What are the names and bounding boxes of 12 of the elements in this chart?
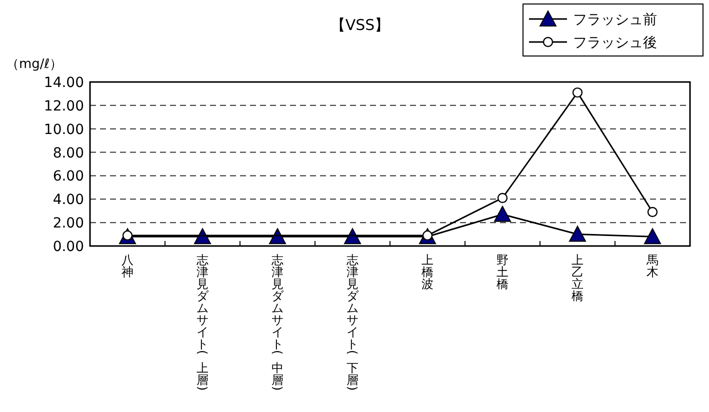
y-tick-label: 12.00 [44,98,84,114]
y-tick-label: 14.00 [44,75,84,91]
y-tick-label: 4.00 [52,192,84,208]
legend-label: フラッシュ後 [573,35,657,51]
y-axis-title: （mg/ℓ） [6,57,63,72]
y-tick-label: 8.00 [52,145,84,162]
y-tick-label: 0.00 [52,239,84,255]
y-tick-label: 2.00 [52,216,84,232]
y-tick-label: 10.00 [44,122,84,138]
legend-label: フラッシュ前 [573,12,657,28]
y-tick-label: 6.00 [52,168,84,185]
chart-title: 【VSS】 [330,16,390,34]
